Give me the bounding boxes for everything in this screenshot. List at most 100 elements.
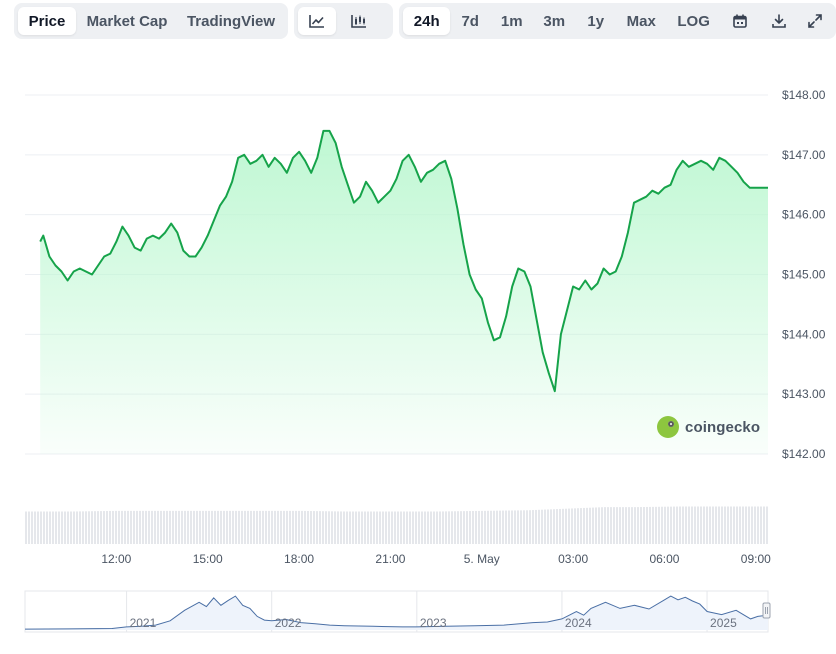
volume-bar xyxy=(727,506,729,544)
volume-bar xyxy=(34,511,36,544)
volume-bar xyxy=(583,507,585,544)
volume-bar xyxy=(553,509,555,544)
volume-bar xyxy=(442,511,444,544)
volume-bar xyxy=(124,510,126,544)
range-navigator[interactable]: 2021 2022 2023 2024 2025 xyxy=(24,590,771,633)
volume-bar xyxy=(49,511,51,544)
volume-bar xyxy=(391,511,393,544)
volume-bar xyxy=(577,508,579,544)
x-tick-label: 21:00 xyxy=(375,552,405,566)
navigator-area xyxy=(25,596,768,630)
volume-bar xyxy=(259,510,261,544)
range-max[interactable]: Max xyxy=(626,12,656,30)
volume-bar xyxy=(181,510,183,544)
range-1y[interactable]: 1y xyxy=(587,12,605,30)
volume-bar xyxy=(508,510,510,544)
volume-bar xyxy=(475,510,477,544)
volume-bar xyxy=(67,511,69,544)
volume-bar xyxy=(145,510,147,544)
volume-bar xyxy=(379,511,381,544)
volume-bar xyxy=(400,511,402,544)
x-tick-label: 18:00 xyxy=(284,552,314,566)
volume-bar xyxy=(676,506,678,544)
volume-bar xyxy=(346,511,348,544)
expand-icon xyxy=(808,14,823,28)
volume-bar xyxy=(298,510,300,544)
volume-bar xyxy=(412,511,414,544)
volume-bar xyxy=(322,511,324,544)
volume-bar xyxy=(235,510,237,544)
volume-bar xyxy=(178,510,180,544)
volume-bar xyxy=(643,507,645,544)
volume-bar xyxy=(445,511,447,544)
volume-bar xyxy=(73,511,75,544)
line-chart-icon xyxy=(309,14,325,28)
volume-bar xyxy=(505,510,507,544)
volume-bar xyxy=(667,506,669,544)
volume-bar xyxy=(292,510,294,544)
volume-bar xyxy=(220,510,222,544)
volume-bar xyxy=(703,506,705,544)
calendar-button[interactable] xyxy=(721,7,759,35)
volume-bar xyxy=(376,511,378,544)
volume-bar xyxy=(613,507,615,544)
volume-bar xyxy=(766,506,768,544)
range-7d[interactable]: 7d xyxy=(461,12,479,30)
range-3m[interactable]: 3m xyxy=(543,12,566,30)
volume-bar xyxy=(394,511,396,544)
volume-bar xyxy=(64,511,66,544)
volume-bar xyxy=(628,507,630,544)
volume-bar xyxy=(616,507,618,544)
navigator-x-axis: 2021 2022 2023 2024 2025 xyxy=(130,616,737,630)
volume-bar xyxy=(370,511,372,544)
volume-bar xyxy=(85,511,87,544)
volume-bar xyxy=(745,506,747,544)
volume-bar xyxy=(130,510,132,544)
y-tick-label: $143.00 xyxy=(782,387,826,401)
tab-tradingview[interactable]: TradingView xyxy=(186,12,276,30)
volume-bar xyxy=(277,510,279,544)
volume-bar xyxy=(244,510,246,544)
volume-bars xyxy=(25,506,768,544)
candlestick-button[interactable] xyxy=(336,7,382,35)
volume-bar xyxy=(286,510,288,544)
expand-button[interactable] xyxy=(798,7,832,35)
volume-bar xyxy=(211,510,213,544)
volume-bar xyxy=(172,510,174,544)
volume-bar xyxy=(397,511,399,544)
range-24h[interactable]: 24h xyxy=(403,7,451,35)
volume-bar xyxy=(715,506,717,544)
volume-bar xyxy=(409,511,411,544)
range-1m[interactable]: 1m xyxy=(500,12,523,30)
volume-bar xyxy=(271,510,273,544)
volume-bar xyxy=(250,510,252,544)
coingecko-logo-icon xyxy=(657,416,679,438)
tab-market-cap[interactable]: Market Cap xyxy=(86,12,168,30)
volume-bar xyxy=(427,511,429,544)
volume-bar xyxy=(133,510,135,544)
volume-bar xyxy=(565,508,567,544)
volume-bar xyxy=(499,510,501,544)
y-tick-label: $142.00 xyxy=(782,447,826,461)
volume-bar xyxy=(637,507,639,544)
log-scale-toggle[interactable]: LOG xyxy=(677,12,710,30)
volume-bar xyxy=(511,510,513,544)
volume-bar xyxy=(430,511,432,544)
volume-bar xyxy=(31,511,33,544)
navigator-handle[interactable] xyxy=(762,602,771,619)
volume-bar xyxy=(154,510,156,544)
tab-price[interactable]: Price xyxy=(18,7,76,35)
volume-bar xyxy=(91,511,93,544)
volume-bar xyxy=(148,510,150,544)
price-line xyxy=(39,129,768,393)
volume-bar xyxy=(490,510,492,544)
download-button[interactable] xyxy=(759,7,799,35)
line-chart-button[interactable] xyxy=(298,7,336,35)
volume-bar xyxy=(502,510,504,544)
x-tick-label: 5. May xyxy=(464,552,500,566)
x-tick-label: 06:00 xyxy=(649,552,679,566)
volume-bar xyxy=(256,510,258,544)
volume-bar xyxy=(229,510,231,544)
volume-bar xyxy=(223,510,225,544)
volume-bar xyxy=(160,510,162,544)
